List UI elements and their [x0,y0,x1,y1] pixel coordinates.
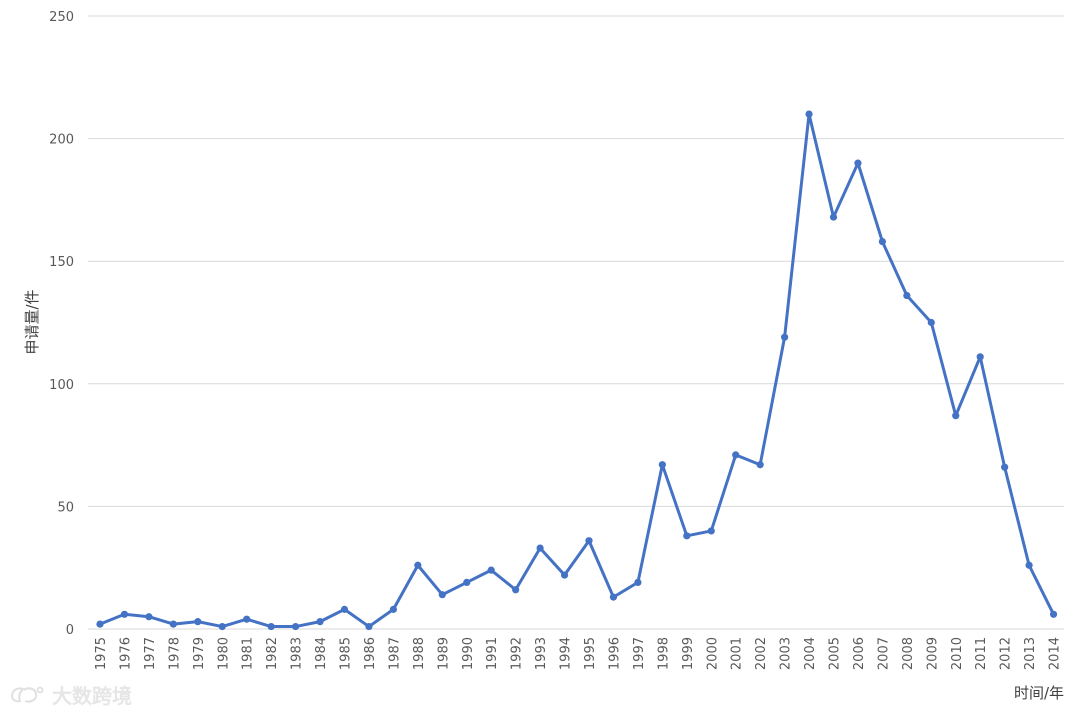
data-point [609,593,618,601]
data-point [854,159,862,167]
y-tick-label: 200 [49,133,74,148]
data-point [585,537,593,545]
x-tick-label: 2007 [876,637,891,670]
series-line [98,112,1056,629]
data-point [169,620,177,628]
gridlines [88,15,1064,630]
data-point [292,622,300,631]
x-tick-label: 1976 [118,637,133,670]
x-tick-label: 1994 [559,637,574,670]
x-tick-label: 2009 [925,637,940,670]
data-point [120,610,129,618]
y-tick-label: 150 [49,255,74,270]
data-point [829,213,838,221]
x-tick-label: 1988 [412,637,427,670]
x-tick-label: 1998 [656,637,671,670]
x-tick-label: 2008 [901,637,916,670]
x-tick-label: 2013 [1023,637,1038,670]
data-point [976,353,984,361]
x-tick-label: 2003 [779,637,794,670]
data-point [634,578,642,587]
y-tick-label: 50 [57,500,74,515]
x-tick-label: 2014 [1048,637,1063,670]
data-point [1025,561,1033,569]
x-tick-label: 1993 [534,637,549,670]
data-point [243,615,251,623]
data-point [194,618,202,626]
data-point [805,110,813,118]
y-tick-labels: 0 50 100 150 200 250 [49,10,74,638]
x-tick-label: 1987 [387,637,402,670]
x-tick-label: 2005 [828,637,843,670]
x-tick-label: 1984 [314,637,329,670]
x-tick-label: 1995 [583,637,598,670]
x-tick-label: 2000 [705,637,720,670]
x-tick-label: 2010 [950,637,965,670]
data-point [756,461,764,469]
weibo-style-logo-icon [10,686,44,703]
y-tick-label: 0 [66,623,74,638]
watermark-text: 大数跨境 [52,684,132,708]
x-tick-label: 1982 [265,637,280,670]
y-axis-title: 申请量/件 [23,289,41,354]
data-point [218,622,226,631]
x-tick-label: 2006 [852,637,867,670]
data-point [903,291,911,300]
data-point [536,544,544,552]
x-tick-label: 2012 [999,637,1014,670]
x-tick-label: 1975 [94,637,109,670]
data-point [438,591,446,599]
data-point [389,605,397,613]
watermark: 大数跨境 [8,680,132,709]
x-tick-label: 1980 [216,637,231,670]
data-point [316,618,324,626]
data-point [878,237,887,246]
data-point [340,605,349,613]
data-point [781,333,789,341]
data-point [1049,610,1058,618]
data-point [1001,463,1009,471]
x-tick-label: 1977 [143,637,158,670]
y-tick-label: 100 [49,378,74,393]
data-point [414,561,422,569]
x-tick-label: 1979 [192,637,207,670]
x-tick-label: 1997 [632,637,647,670]
x-tick-label: 1999 [681,637,696,670]
data-point [267,622,275,631]
x-tick-label: 1996 [607,637,622,670]
data-point [145,613,153,621]
x-tick-label: 1990 [461,637,476,670]
x-tick-label: 1989 [436,637,451,670]
x-tick-label: 1983 [290,637,305,670]
data-point [732,451,740,459]
x-tick-label: 1992 [510,637,525,670]
data-point [487,566,495,574]
x-tick-label: 2002 [754,637,769,670]
data-point [365,622,373,631]
data-point [463,578,471,587]
data-point [683,532,691,540]
series-layer [96,110,1058,631]
x-tick-label: 1985 [339,637,354,670]
x-tick-labels: 1975 1976 1977 1978 1979 1980 1981 1982 1983 1984… [94,637,1063,670]
x-tick-label: 1981 [241,637,256,670]
x-axis-title: 时间/年 [1014,684,1064,702]
data-point [707,527,715,535]
data-point [927,318,935,327]
x-tick-label: 1986 [363,637,378,670]
data-point [658,461,666,469]
data-point [512,586,520,594]
x-tick-label: 1991 [485,637,500,670]
data-point [952,412,960,420]
x-tick-label: 2001 [730,637,745,670]
x-tick-label: 2011 [974,637,989,670]
data-point [96,620,104,628]
x-tick-label: 1978 [167,637,182,670]
x-tick-label: 2004 [803,637,818,670]
data-point [560,571,569,579]
y-tick-label: 250 [49,10,74,25]
